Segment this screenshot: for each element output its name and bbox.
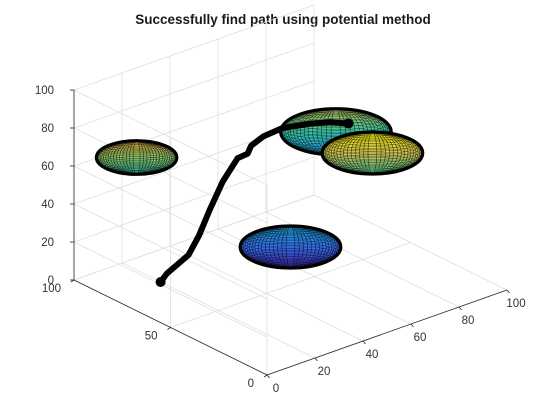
y-tick-label: 0 [248,378,254,390]
z-tick-label: 80 [41,123,54,135]
x-tick-label: 60 [414,332,427,344]
x-tick-label: 40 [366,349,379,361]
obstacle-sphere [94,139,179,176]
path-start-point [155,277,166,287]
x-tick-label: 20 [318,366,331,378]
backwall-gridline-z [73,4,315,91]
backwall-gridline-z [73,42,315,129]
obstacle-surface [240,226,341,268]
plot-scene [94,107,425,287]
sidewall-gridline-z [73,203,268,300]
z-tick-label: 100 [35,85,54,97]
backwall-gridline-z [73,194,315,281]
y-tick-label: 100 [42,283,61,295]
y-tick-label: 50 [145,331,158,343]
y-tick-mark [167,327,171,330]
x-tick-mark [362,340,366,345]
x-tick-mark [314,357,318,362]
obstacle-outline [238,224,343,270]
obstacle-surface [322,132,423,174]
y-tick-mark [263,374,268,378]
x-tick-mark [506,289,510,294]
x-tick-label: 0 [273,383,279,395]
path-goal-point [343,118,354,129]
sidewall-gridline-z [73,127,268,224]
floor-gridline-y [170,242,411,328]
sidewall-gridline-z [73,241,268,338]
x-tick-label: 100 [506,298,525,310]
z-tick-label: 60 [41,161,54,173]
z-tick-label: 0 [48,275,54,287]
x-tick-label: 80 [462,315,475,327]
backwall-gridline-z [73,156,315,243]
x-tick-mark [266,374,270,379]
sidewall-gridline-z [73,89,268,186]
x-tick-mark [458,306,462,311]
z-tick-label: 40 [41,199,54,211]
path-line [157,119,352,285]
chart-title: Successfully find path using potential m… [135,12,431,27]
x-tick-mark [410,323,414,328]
axes-grid [73,4,508,376]
x-axis-line [266,289,508,376]
obstacle-outline [320,130,425,176]
obstacle-outline [94,139,179,176]
z-tick-label: 20 [41,237,54,249]
obstacle-mesh [240,226,341,268]
obstacle-surface [96,140,177,175]
obstacle-sphere [238,224,343,270]
obstacle-sphere [320,130,425,176]
sidewall-gridline-z [73,165,268,262]
